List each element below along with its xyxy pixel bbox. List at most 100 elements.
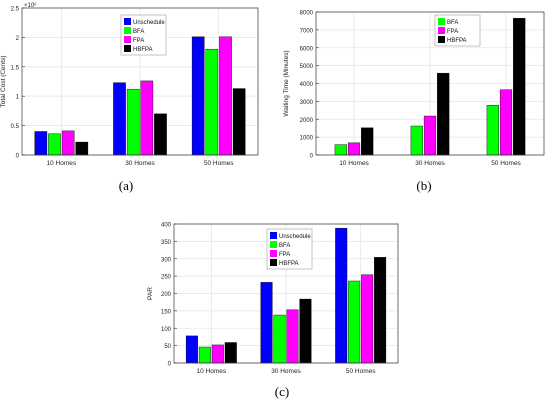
chart-2-category-label: 30 Homes: [271, 368, 301, 375]
chart-0-ytick-label: 2.5: [11, 7, 20, 13]
chart-0-category-label: 30 Homes: [125, 160, 155, 167]
chart-2-bar: [211, 344, 224, 364]
chart-1-ytick-label: 7000: [300, 28, 314, 34]
chart-1-bar: [410, 125, 423, 156]
chart-1-legend-swatch: [438, 18, 445, 25]
chart-c: 0 50 100 150 200 250 300 350 400 10 Homes 30 Homes…: [147, 223, 399, 375]
chart-2-ytick-label: 50: [164, 344, 171, 350]
chart-1-bar: [486, 105, 499, 156]
chart-0-legend-label: BFA: [133, 29, 144, 35]
chart-1-category-label: 30 Homes: [415, 160, 445, 167]
chart-0-legend-swatch: [124, 45, 131, 52]
chart-2-ytick-label: 150: [161, 309, 172, 315]
chart-1-bar: [423, 115, 437, 156]
chart-0-bar: [34, 131, 48, 156]
chart-a: 0 0.5 1 1.5 2 2.5 10 Homes 30 Homes 50 Homes Tota…: [0, 2, 259, 167]
chart-0-legend-label: FPA: [133, 38, 144, 44]
chart-0-bar: [232, 88, 246, 156]
chart-2-bar: [198, 346, 211, 364]
chart-0-bar: [140, 80, 154, 156]
chart-2-ytick-label: 250: [161, 275, 172, 281]
chart-0-yexponent: ×10⁶: [24, 2, 37, 9]
chart-0-legend-label: HBFPA: [133, 47, 153, 53]
chart-2-category-label: 10 Homes: [197, 368, 227, 375]
chart-1-ytick-label: 0: [310, 154, 314, 160]
chart-0-bar: [219, 36, 232, 156]
chart-a-caption: (a): [118, 178, 134, 193]
chart-2-bar: [286, 309, 299, 364]
chart-2-legend-label: HBFPA: [279, 261, 299, 267]
chart-b-panel: 0 1000 2000 3000 4000 5000 6000 7000 8000 10 Home…: [278, 0, 550, 200]
chart-1-ytick-label: 8000: [300, 11, 314, 17]
chart-1-bar: [361, 127, 374, 156]
chart-1-bar: [437, 72, 450, 156]
chart-1-legend-label: FPA: [447, 29, 458, 35]
chart-2-ytick-label: 100: [161, 327, 172, 333]
chart-2-bar: [260, 282, 273, 364]
chart-0-ytick-label: 0: [16, 154, 20, 160]
chart-0-legend-swatch: [124, 18, 131, 25]
chart-1-ylabel: Waiting Time (Minutes): [283, 50, 290, 116]
chart-1-ytick-label: 2000: [300, 118, 314, 124]
chart-2-bar: [185, 335, 198, 364]
chart-0-ytick-label: 1: [16, 95, 20, 101]
chart-1-bar: [499, 89, 513, 156]
chart-2-bar: [335, 227, 348, 364]
chart-1-ytick-label: 6000: [300, 46, 314, 52]
chart-c-panel: 0 50 100 150 200 250 300 350 400 10 Homes 30 Homes…: [140, 208, 410, 408]
chart-0-ytick-label: 1.5: [11, 65, 20, 71]
chart-1-legend-swatch: [438, 36, 445, 43]
chart-0-ylabel: Total Cost (Cents): [0, 55, 7, 107]
chart-2-bar: [273, 314, 286, 364]
chart-0-legend-swatch: [124, 36, 131, 43]
chart-2-bar: [299, 298, 312, 364]
chart-2-ytick-label: 0: [168, 362, 172, 368]
chart-0-legend-swatch: [124, 27, 131, 34]
chart-c-caption: (c): [274, 384, 290, 399]
chart-0-bar: [126, 88, 140, 156]
chart-0-bar: [48, 133, 61, 156]
chart-b: 0 1000 2000 3000 4000 5000 6000 7000 8000 10 Home…: [283, 11, 545, 167]
chart-0-bar: [113, 82, 126, 156]
chart-2-ytick-label: 200: [161, 292, 172, 298]
chart-2-ytick-label: 400: [161, 223, 172, 229]
chart-2-legend-swatch: [270, 250, 277, 257]
chart-0-legend-label: Unschedule: [133, 20, 165, 26]
chart-0-bar: [75, 141, 89, 156]
chart-2-legend-swatch: [270, 232, 277, 239]
chart-2-legend-label: FPA: [279, 252, 290, 258]
chart-2-bar: [361, 274, 374, 364]
chart-0-bar: [191, 36, 205, 156]
chart-2-axes-frame: [173, 223, 399, 364]
chart-0-category-label: 10 Homes: [47, 160, 77, 167]
chart-1-ytick-label: 3000: [300, 100, 314, 106]
chart-0-ytick-label: 2: [16, 36, 20, 42]
chart-0-bar: [61, 130, 75, 156]
chart-1-legend-label: BFA: [447, 20, 458, 26]
chart-1-bar: [347, 142, 361, 156]
chart-2-legend-label: BFA: [279, 243, 290, 249]
chart-2-bar: [348, 280, 361, 364]
chart-2-ytick-label: 350: [161, 240, 172, 246]
chart-2-ytick-label: 300: [161, 257, 172, 263]
chart-2-category-label: 50 Homes: [346, 368, 376, 375]
chart-1-bar: [334, 144, 347, 156]
chart-1-legend-swatch: [438, 27, 445, 34]
chart-1-legend-label: HBFPA: [447, 38, 467, 44]
chart-1-category-label: 10 Homes: [339, 160, 369, 167]
chart-2-legend-swatch: [270, 241, 277, 248]
chart-1-ytick-label: 4000: [300, 82, 314, 88]
chart-0-category-label: 50 Homes: [204, 160, 234, 167]
chart-2-bar: [224, 342, 237, 364]
chart-1-ytick-label: 1000: [300, 136, 314, 142]
chart-1-axes-frame: [315, 11, 545, 156]
chart-2-bar: [374, 257, 387, 364]
chart-0-ytick-label: 0.5: [11, 124, 20, 130]
chart-2-legend-swatch: [270, 259, 277, 266]
chart-a-panel: 0 0.5 1 1.5 2 2.5 10 Homes 30 Homes 50 Homes Tota…: [0, 0, 270, 200]
chart-2-ylabel: PAR: [147, 287, 154, 300]
chart-2-legend-label: Unschedule: [279, 234, 311, 240]
chart-0-axes-frame: [21, 7, 259, 156]
chart-1-ytick-label: 5000: [300, 64, 314, 70]
chart-1-bar: [513, 18, 526, 156]
